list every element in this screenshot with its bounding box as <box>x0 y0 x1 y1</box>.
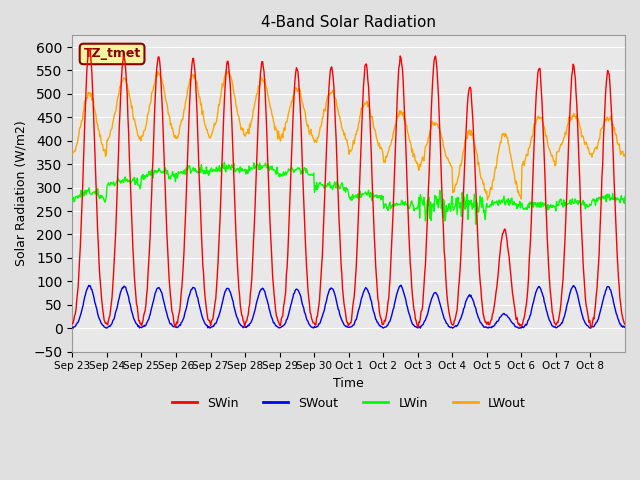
Title: 4-Band Solar Radiation: 4-Band Solar Radiation <box>261 15 436 30</box>
Y-axis label: Solar Radiation (W/m2): Solar Radiation (W/m2) <box>15 120 28 266</box>
Text: TZ_tmet: TZ_tmet <box>83 48 141 60</box>
X-axis label: Time: Time <box>333 377 364 390</box>
Legend: SWin, SWout, LWin, LWout: SWin, SWout, LWin, LWout <box>167 392 531 415</box>
